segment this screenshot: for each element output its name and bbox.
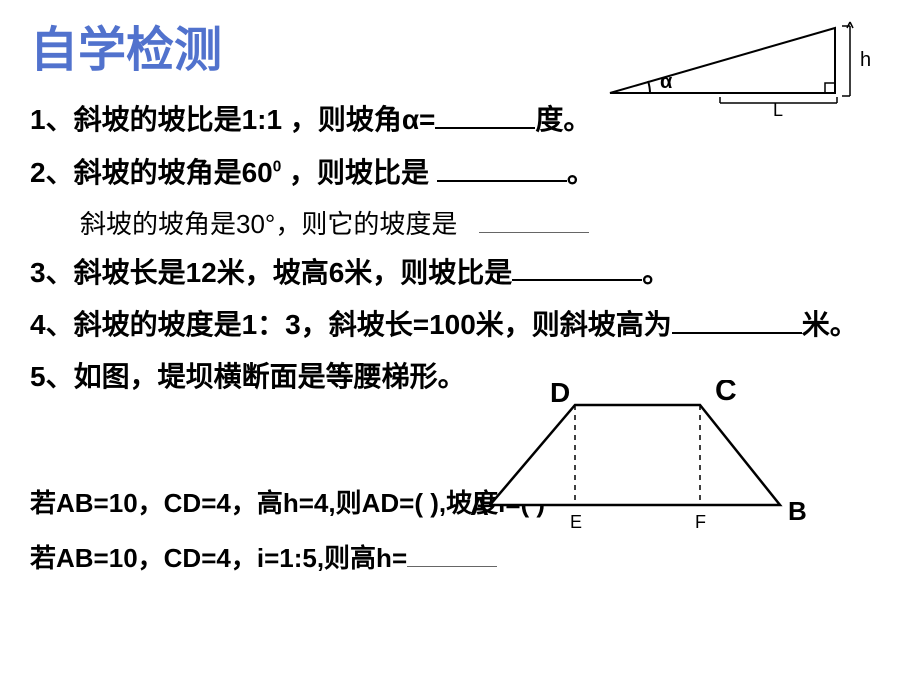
trapezoid-shape — [490, 405, 780, 505]
q2-text: 2、斜坡的坡角是60 — [30, 157, 273, 188]
q4-blank — [672, 303, 802, 334]
q2-tail: 。 — [567, 157, 595, 188]
question-3: 3、斜坡长是12米，坡高6米，则坡比是 。 — [30, 251, 890, 294]
q3-blank — [512, 251, 642, 282]
q5-text: 5、如图，堤坝横断面是等腰梯形。 — [30, 361, 466, 392]
label-F: F — [695, 512, 706, 532]
label-E: E — [570, 512, 582, 532]
label-B: B — [788, 496, 807, 526]
L-label: L — [773, 100, 783, 118]
q1-text: 1、斜坡的坡比是1:1 ，则坡角α= — [30, 104, 435, 135]
h-label: h — [860, 49, 871, 71]
label-D: D — [550, 380, 570, 408]
q2-mid: ，则坡比是 — [281, 157, 437, 188]
q1-blank — [435, 98, 535, 129]
q2b-blank — [479, 204, 589, 233]
q4-tail: 米。 — [802, 309, 858, 340]
q1-tail: 度。 — [535, 104, 591, 135]
angle-label: α — [660, 71, 673, 93]
q2b-text: 斜坡的坡角是30°，则它的坡度是 — [80, 209, 457, 239]
question-2b: 斜坡的坡角是30°，则它的坡度是 — [80, 204, 890, 241]
triangle-diagram: α h L — [590, 8, 890, 118]
question-2: 2、斜坡的坡角是600 ，则坡比是 。 — [30, 151, 890, 194]
label-A: A — [470, 491, 489, 521]
triangle-shape — [610, 28, 835, 93]
q4a-text: 4、斜坡的坡度是1：3，斜坡长=100米，则斜坡高为 — [30, 309, 672, 340]
q2-sup: 0 — [273, 158, 282, 175]
q3-text: 3、斜坡长是12米，坡高6米，则坡比是 — [30, 256, 512, 287]
trapezoid-diagram: A B C D E F — [470, 380, 830, 550]
q2-blank — [437, 151, 567, 182]
q5c-text: 若AB=10，CD=4，i=1:5,则高h= — [30, 543, 407, 573]
label-C: C — [715, 380, 737, 407]
q3-tail: 。 — [642, 256, 670, 287]
question-4: 4、斜坡的坡度是1：3，斜坡长=100米，则斜坡高为 米。 — [30, 303, 890, 346]
